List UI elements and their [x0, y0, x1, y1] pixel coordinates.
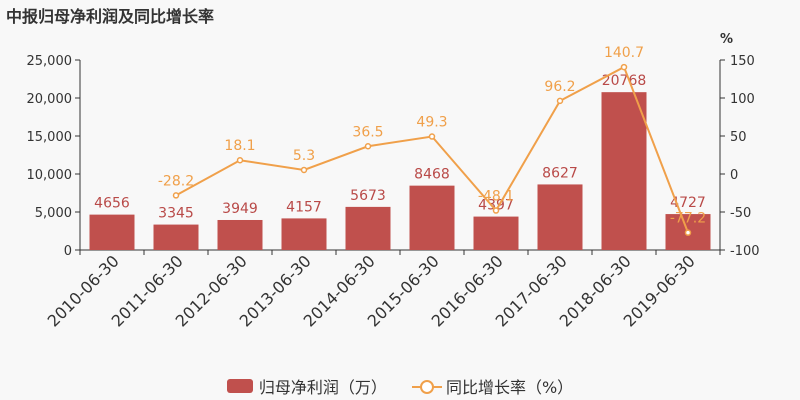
legend-line-label: 同比增长率（%）	[445, 378, 574, 397]
bar	[217, 219, 263, 250]
right-axis-unit: %	[720, 32, 733, 47]
chart-title: 中报归母净利润及同比增长率	[6, 7, 215, 26]
right-tick-label: 100	[730, 92, 755, 107]
bar	[89, 214, 135, 250]
bar	[537, 184, 583, 250]
growth-value-label: 49.3	[416, 115, 447, 131]
legend: 归母净利润（万） 同比增长率（%）	[0, 374, 800, 398]
bar-value-label: 5673	[350, 188, 386, 204]
right-tick-label: 150	[730, 54, 755, 69]
growth-value-label: 5.3	[293, 148, 315, 164]
growth-point	[300, 166, 308, 174]
bar	[601, 92, 647, 250]
left-tick-label: 15,000	[27, 130, 73, 145]
bar	[409, 185, 455, 250]
growth-point	[492, 207, 500, 214]
growth-value-label: 140.7	[604, 45, 644, 61]
growth-point	[172, 192, 180, 199]
legend-bar-swatch	[226, 379, 253, 393]
bar-value-label: 3949	[222, 201, 258, 217]
growth-point	[620, 63, 628, 71]
left-tick-label: 10,000	[27, 168, 73, 183]
growth-point	[236, 156, 244, 164]
legend-bar-label: 归母净利润（万）	[258, 378, 387, 397]
legend-item-bar[interactable]: 归母净利润（万）	[226, 374, 387, 398]
legend-line-swatch	[411, 379, 442, 394]
growth-value-label: -77.2	[670, 211, 706, 227]
left-tick-label: 0	[64, 244, 72, 259]
growth-point	[556, 97, 564, 105]
bar-value-label: 3345	[158, 206, 194, 222]
growth-point	[684, 229, 692, 236]
right-tick-label: -50	[730, 206, 751, 221]
growth-point	[364, 143, 372, 150]
bar	[281, 218, 327, 250]
bar	[153, 224, 199, 250]
growth-value-label: -28.2	[158, 173, 194, 189]
growth-value-label: -48.1	[478, 189, 514, 205]
bar-value-label: 20768	[602, 73, 647, 89]
growth-value-label: 96.2	[544, 79, 575, 95]
growth-value-label: 36.5	[352, 124, 383, 140]
growth-value-label: 18.1	[224, 138, 255, 154]
left-tick-label: 5,000	[35, 206, 72, 221]
bar-value-label: 4157	[286, 199, 322, 215]
left-tick-label: 25,000	[27, 54, 73, 69]
left-tick-label: 20,000	[27, 92, 73, 107]
bar	[473, 216, 519, 250]
bar-value-label: 8468	[414, 167, 450, 183]
bar-value-label: 4656	[94, 196, 130, 212]
right-tick-label: 0	[730, 168, 738, 183]
bar-value-label: 8627	[542, 165, 578, 181]
right-tick-label: -100	[730, 244, 760, 259]
right-tick-label: 50	[730, 130, 747, 145]
growth-point	[428, 133, 436, 140]
legend-item-line[interactable]: 同比增长率（%）	[411, 374, 574, 398]
bar	[345, 206, 391, 250]
